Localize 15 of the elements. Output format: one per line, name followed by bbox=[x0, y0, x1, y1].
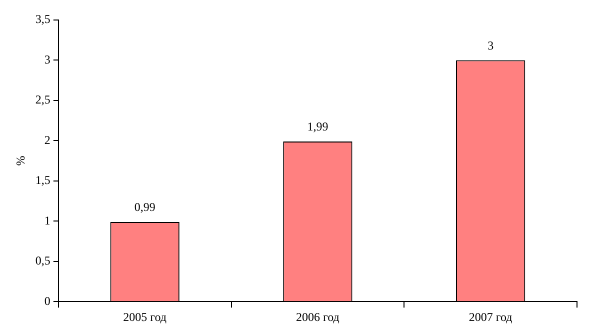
y-tick-label: 3,5 bbox=[35, 12, 50, 26]
y-tick-label: 2 bbox=[44, 132, 50, 147]
y-tick-label: 1 bbox=[44, 213, 50, 228]
data-label: 0,99 bbox=[134, 200, 156, 214]
y-tick-label: 1,5 bbox=[35, 173, 50, 188]
x-tick-label: 2007 год bbox=[468, 310, 512, 324]
y-tick-label: 0,5 bbox=[35, 254, 50, 268]
x-tick-label: 2006 год bbox=[296, 310, 340, 324]
data-label: 3 bbox=[488, 38, 494, 52]
y-tick-label: 3 bbox=[44, 52, 50, 66]
y-tick-label: 0 bbox=[44, 294, 50, 308]
y-tick-label: 2,5 bbox=[35, 92, 50, 107]
x-tick-label: 2005 год bbox=[123, 310, 167, 324]
y-axis-title: % bbox=[13, 156, 28, 166]
data-label: 1,99 bbox=[307, 120, 328, 134]
